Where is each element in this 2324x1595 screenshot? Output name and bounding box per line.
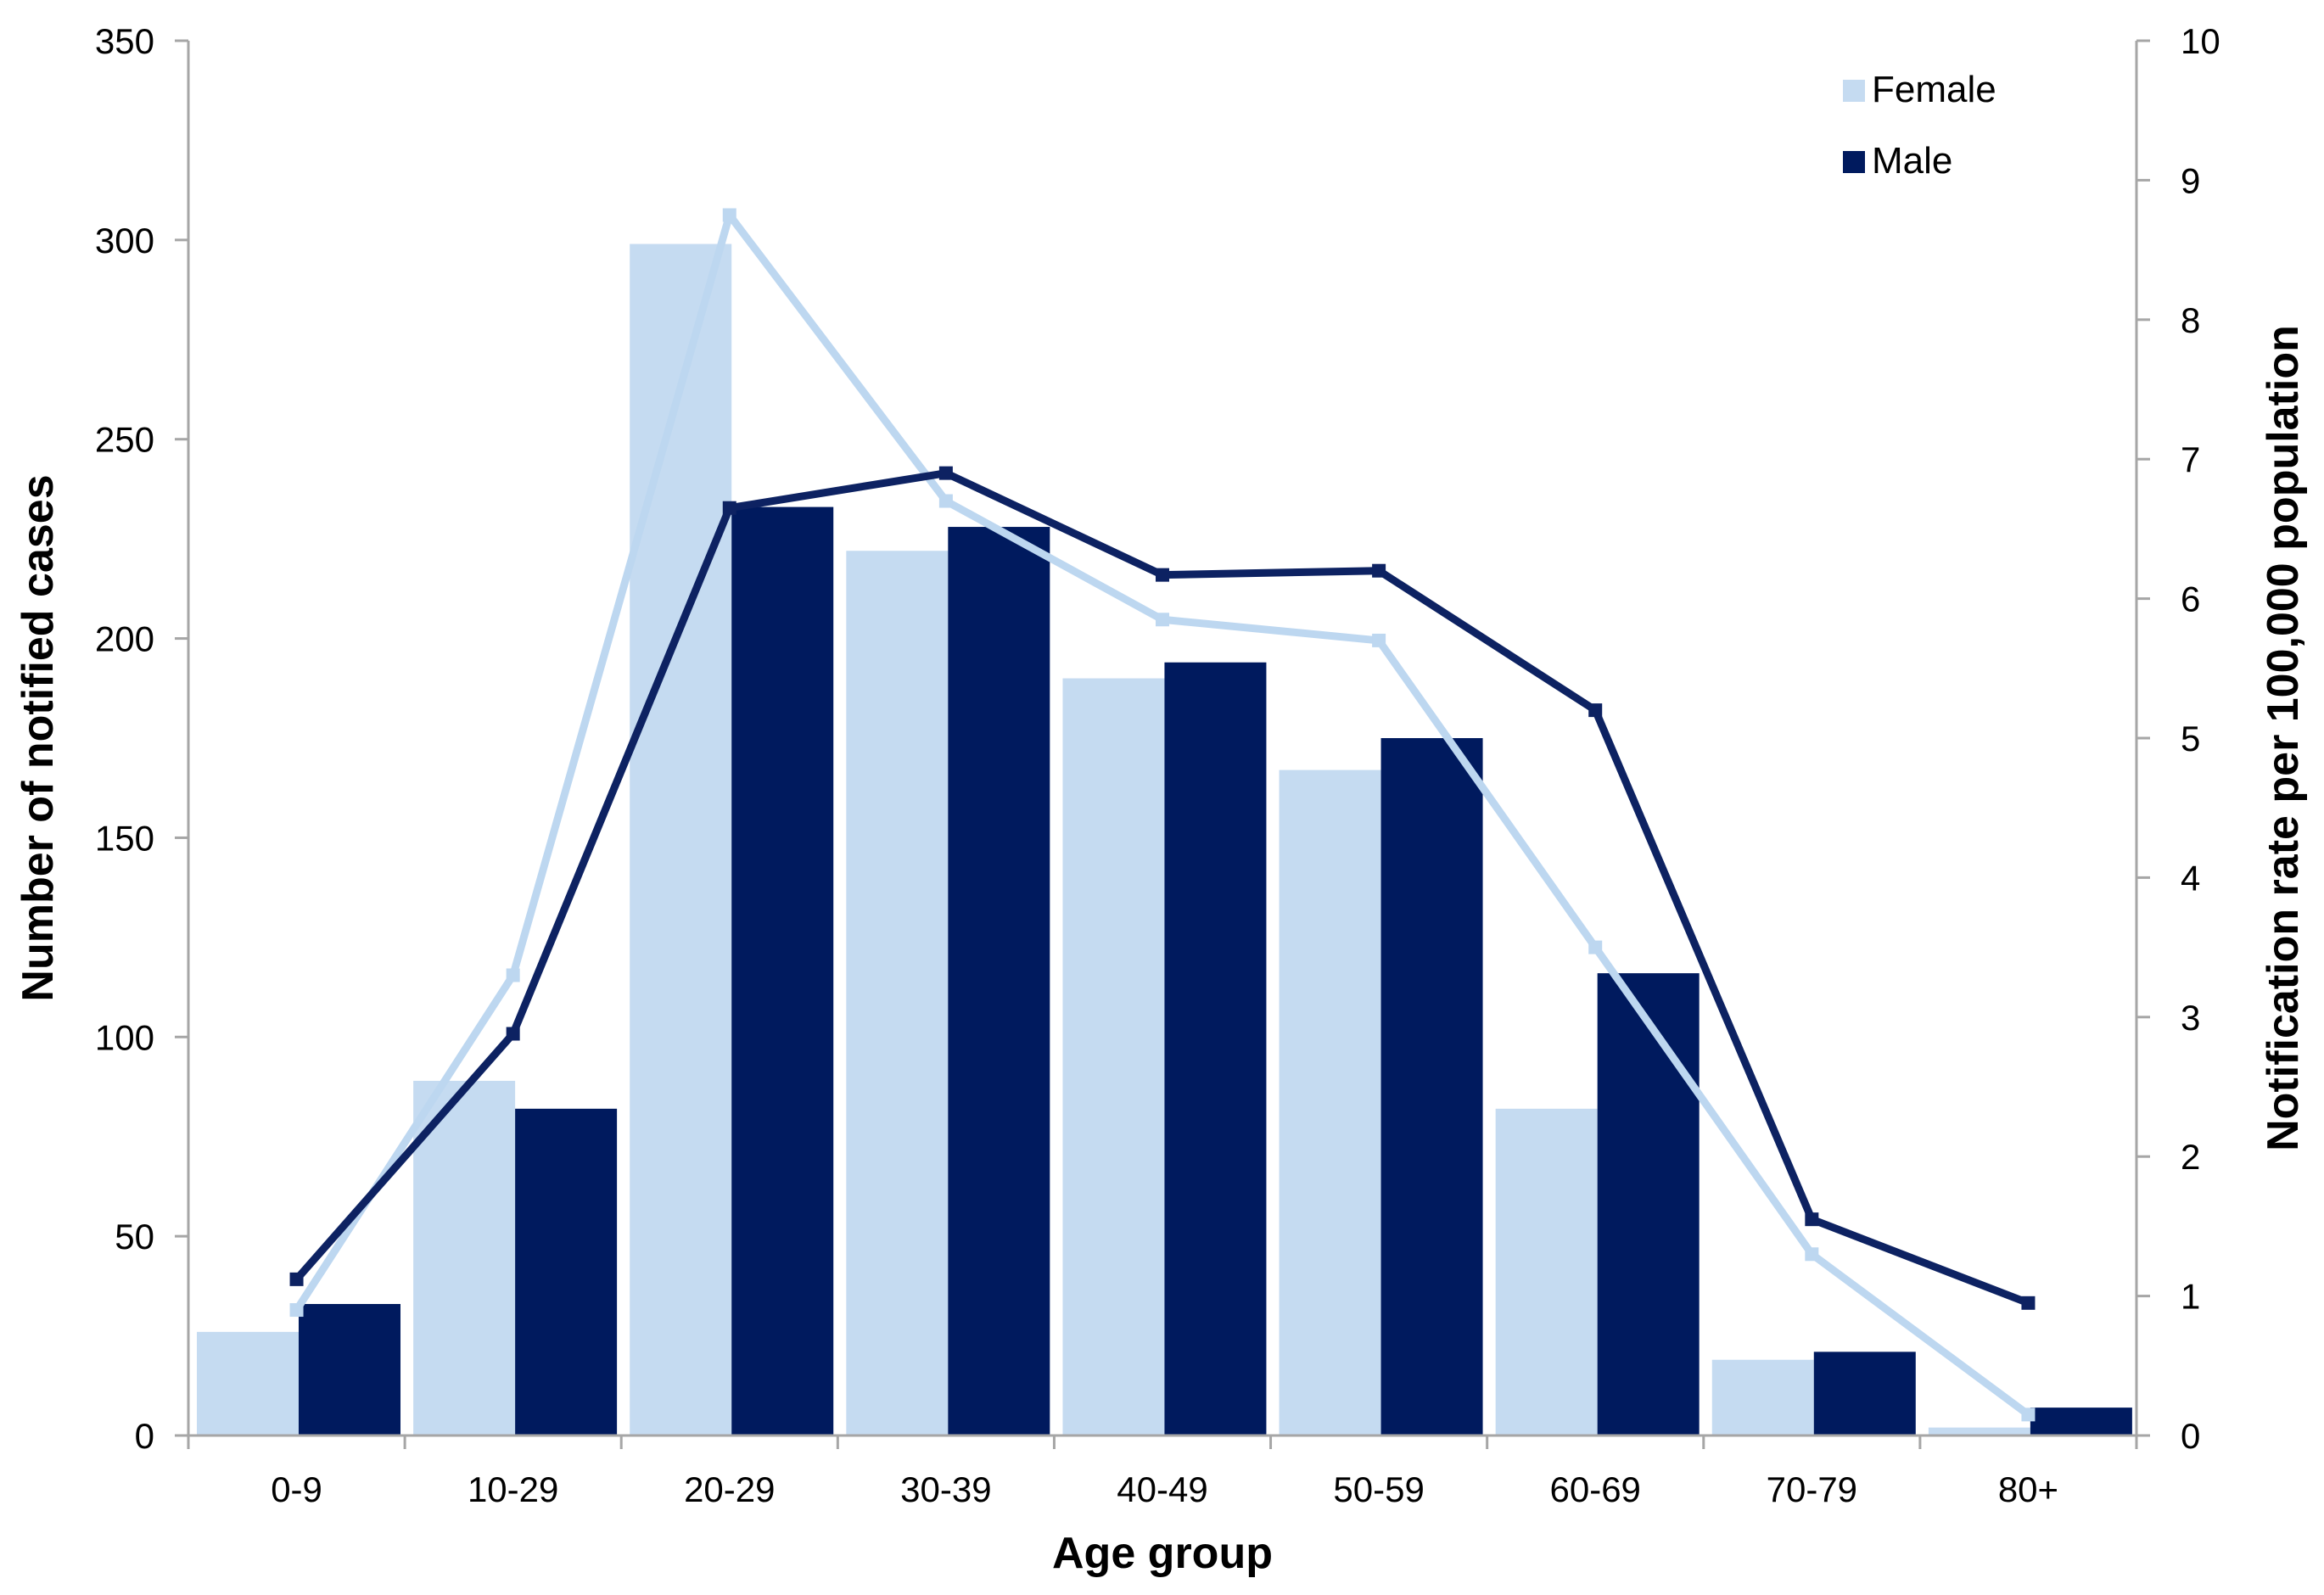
lines-layer: [289, 208, 2036, 1422]
y2-tick-label: 1: [2181, 1277, 2200, 1317]
y-tick-label: 100: [95, 1017, 154, 1057]
marker-male-rate-40-49: [1156, 568, 1169, 582]
bar-female-0-9: [197, 1331, 299, 1436]
marker-female-rate-80+: [2021, 1408, 2036, 1422]
y2-tick-label: 6: [2181, 579, 2200, 619]
bar-female-60-69: [1495, 1108, 1598, 1436]
y-tick-label: 200: [95, 619, 154, 659]
x-tick-label: 50-59: [1333, 1469, 1424, 1509]
marker-female-rate-10-29: [506, 968, 520, 982]
marker-male-rate-80+: [2021, 1296, 2036, 1310]
y-tick-label: 350: [95, 21, 154, 61]
marker-male-rate-30-39: [938, 466, 953, 480]
y2-tick-label: 3: [2181, 998, 2200, 1038]
bar-male-60-69: [1597, 973, 1700, 1436]
legend: Female Male: [1843, 69, 1996, 182]
marker-male-rate-0-9: [289, 1272, 304, 1286]
marker-female-rate-40-49: [1156, 613, 1169, 627]
marker-female-rate-50-59: [1372, 633, 1386, 647]
legend-label-female: Female: [1872, 69, 1996, 110]
bar-male-10-29: [515, 1108, 618, 1436]
marker-female-rate-60-69: [1588, 940, 1603, 954]
legend-swatch-male: [1843, 151, 1865, 173]
marker-male-rate-10-29: [506, 1027, 520, 1041]
axes-layer: 0 50 100 150 200 250 300 350 0 1 2 3 4 5 6 7 8 9 10 0-9 10-2…: [95, 21, 2220, 1509]
bar-male-30-39: [948, 527, 1050, 1436]
y2-tick-label: 9: [2181, 160, 2200, 200]
legend-label-male: Male: [1872, 140, 1952, 182]
y2-axis-title: Notification rate per 100,000 population: [2259, 325, 2308, 1151]
y2-tick-label: 0: [2181, 1416, 2200, 1456]
marker-female-rate-0-9: [289, 1303, 304, 1318]
y2-tick-label: 4: [2181, 858, 2200, 898]
y2-tick-label: 10: [2181, 21, 2220, 61]
legend-swatch-female: [1843, 80, 1865, 102]
marker-male-rate-70-79: [1805, 1212, 1819, 1227]
bar-male-40-49: [1164, 662, 1267, 1436]
bar-male-0-9: [299, 1303, 400, 1436]
bar-female-80+: [1928, 1427, 2030, 1436]
bar-male-50-59: [1380, 738, 1483, 1436]
x-tick-label: 0-9: [271, 1469, 322, 1509]
bar-female-20-29: [630, 243, 732, 1436]
marker-male-rate-20-29: [722, 501, 736, 515]
y2-tick-label: 8: [2181, 300, 2200, 340]
y-axis-title: Number of notified cases: [14, 474, 63, 1001]
y2-tick-label: 5: [2181, 719, 2200, 758]
bar-female-40-49: [1062, 678, 1165, 1436]
y-tick-label: 0: [135, 1416, 154, 1456]
bar-male-80+: [2030, 1408, 2132, 1436]
x-tick-label: 80+: [1998, 1469, 2058, 1509]
y-tick-label: 300: [95, 221, 154, 260]
x-tick-label: 60-69: [1550, 1469, 1641, 1509]
marker-female-rate-20-29: [722, 208, 736, 222]
y-tick-label: 250: [95, 420, 154, 460]
y-tick-label: 50: [115, 1217, 154, 1256]
x-tick-label: 30-39: [900, 1469, 991, 1509]
marker-female-rate-30-39: [938, 494, 953, 508]
bar-female-70-79: [1711, 1359, 1814, 1436]
marker-female-rate-70-79: [1805, 1247, 1819, 1262]
marker-male-rate-50-59: [1372, 563, 1386, 578]
x-tick-label: 20-29: [684, 1469, 775, 1509]
y-tick-label: 150: [95, 818, 154, 858]
y2-tick-label: 7: [2181, 439, 2200, 479]
bar-male-70-79: [1813, 1352, 1916, 1436]
x-axis-title: Age group: [1052, 1529, 1273, 1578]
y2-tick-label: 2: [2181, 1137, 2200, 1177]
marker-male-rate-60-69: [1588, 703, 1603, 718]
x-tick-label: 40-49: [1117, 1469, 1207, 1509]
bar-male-20-29: [731, 506, 834, 1436]
bars-layer: [197, 243, 2132, 1436]
x-tick-label: 70-79: [1767, 1469, 1857, 1509]
bar-female-10-29: [413, 1080, 516, 1436]
x-tick-label: 10-29: [468, 1469, 558, 1509]
bar-female-50-59: [1279, 770, 1381, 1436]
bar-female-30-39: [846, 551, 949, 1436]
